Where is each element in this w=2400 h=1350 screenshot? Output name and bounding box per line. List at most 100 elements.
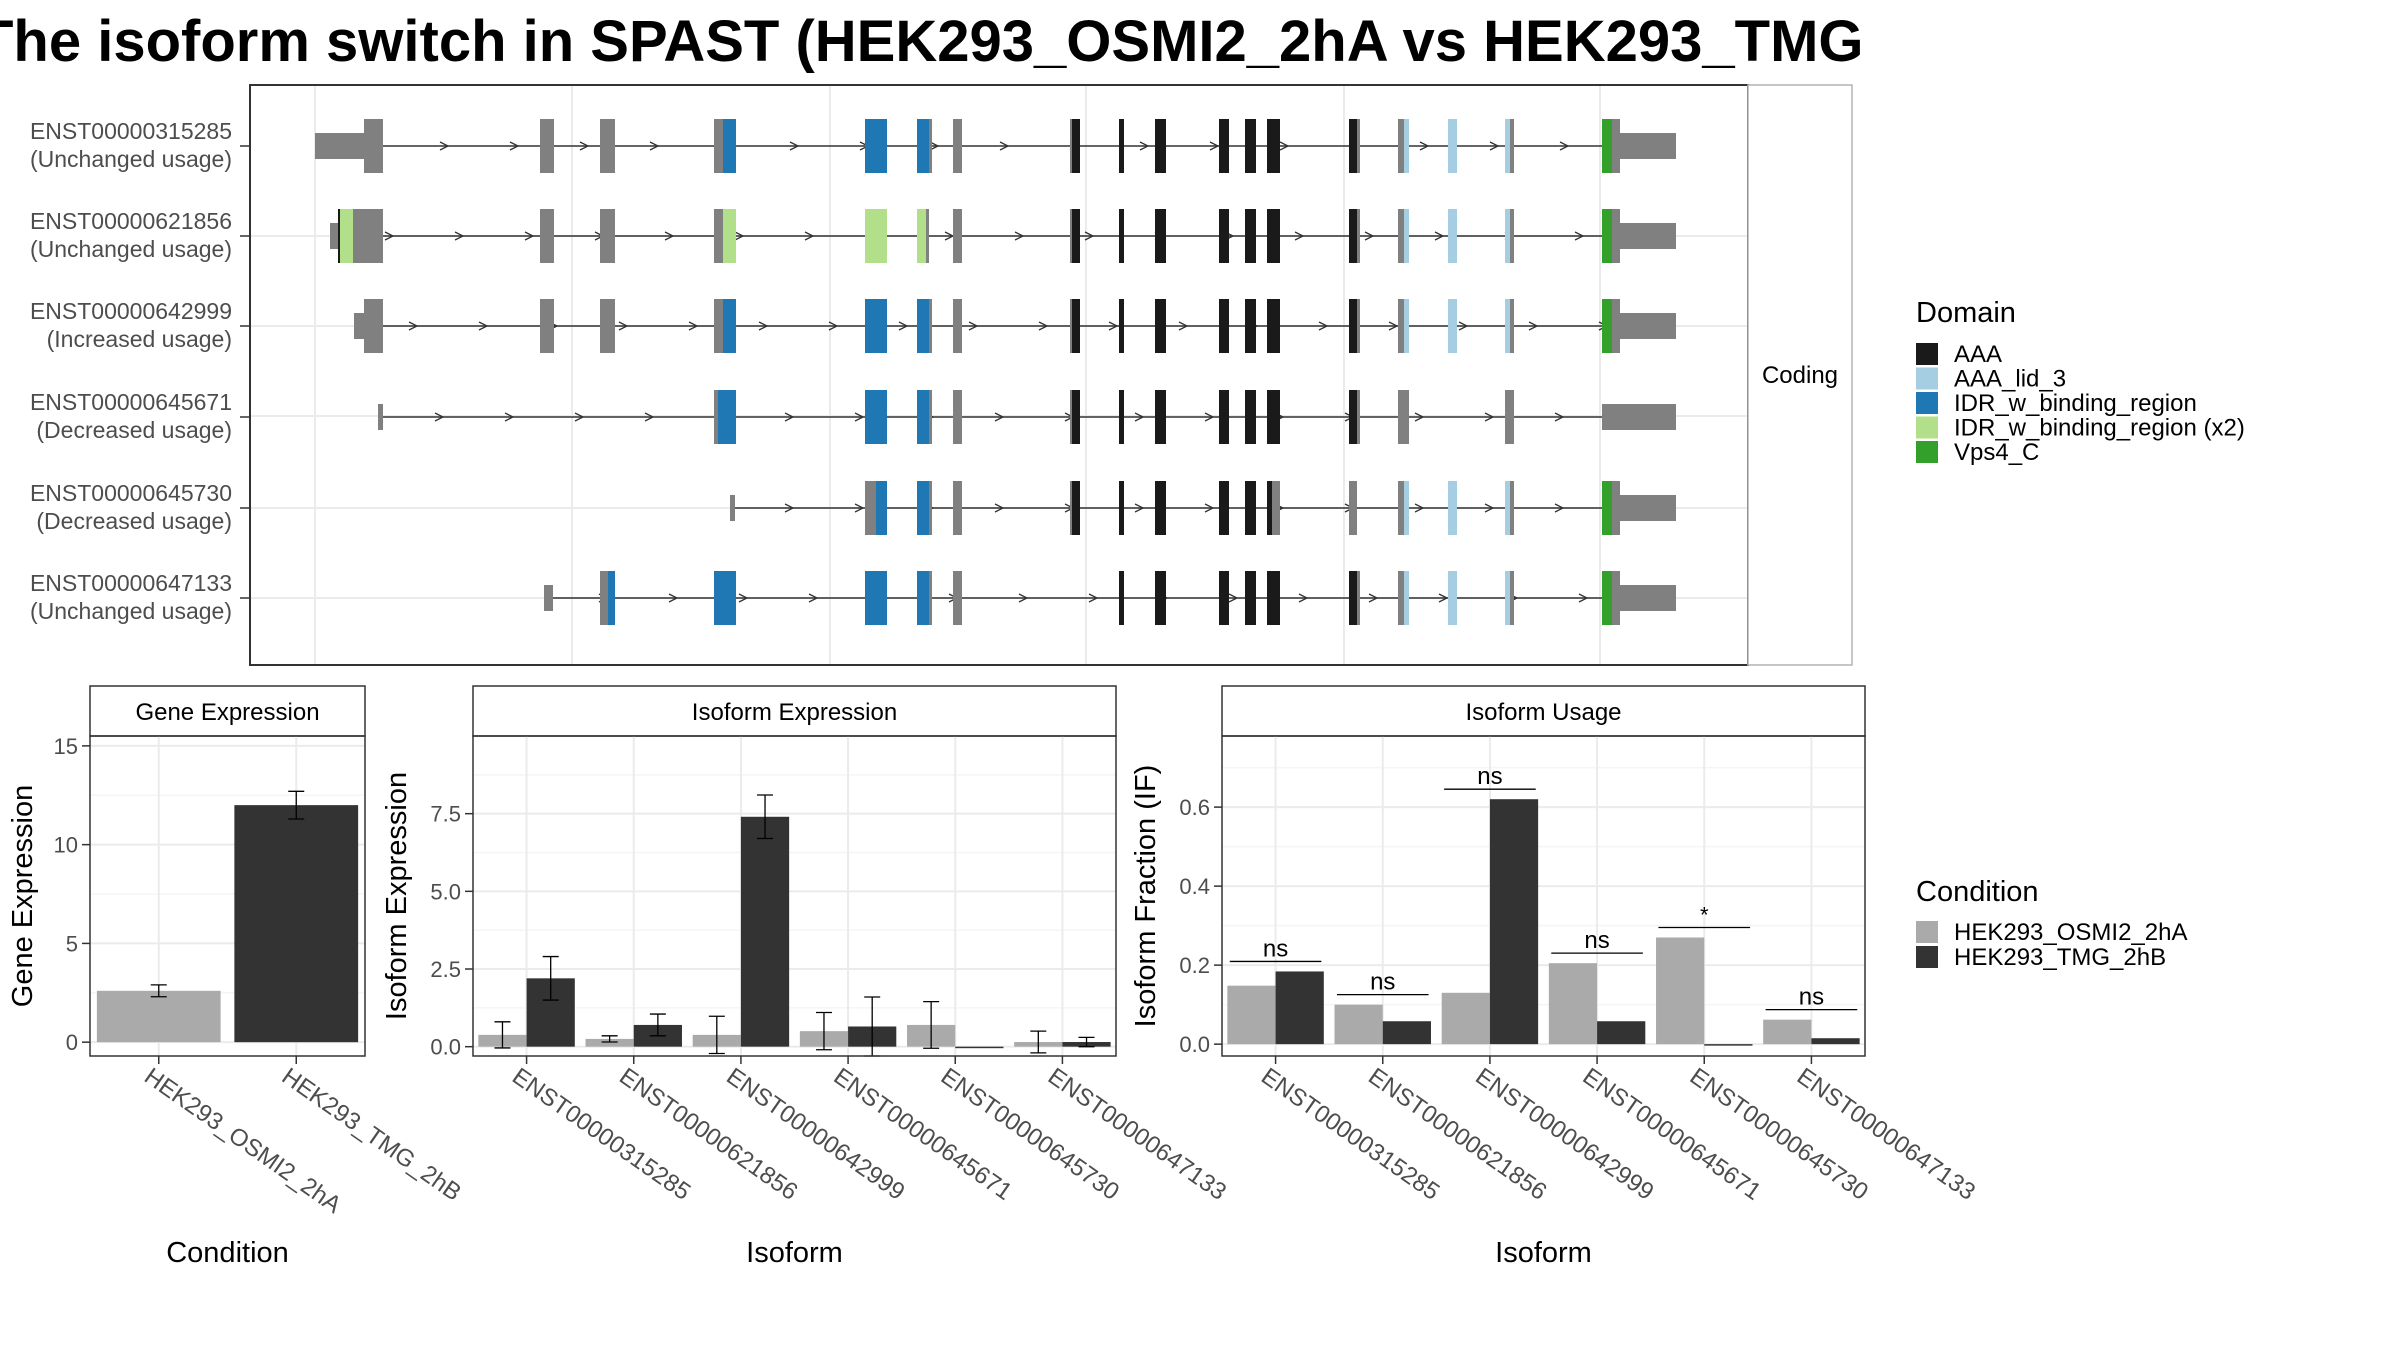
- coding-exon: [1448, 299, 1457, 353]
- domain-legend-title: Domain: [1916, 297, 2016, 329]
- direction-arrow: [1228, 593, 1239, 603]
- transcript-panel: ENST00000315285(Unchanged usage)ENST0000…: [30, 84, 1749, 666]
- coding-exon: [953, 209, 962, 263]
- chart-title: Gene Expression: [135, 699, 319, 726]
- coding-exon: [1349, 299, 1357, 353]
- coding-exon: [1119, 390, 1124, 444]
- isoform-row-label: ENST00000647133: [30, 570, 232, 596]
- domain-legend-label: AAA_lid_3: [1954, 366, 2066, 393]
- coding-exon: [1602, 481, 1612, 535]
- y-tick-label: 2.5: [430, 957, 461, 982]
- coding-exon: [929, 571, 932, 625]
- condition-legend-key: [1916, 921, 1938, 943]
- coding-exon: [917, 209, 926, 263]
- isoform-row-label: ENST00000621856: [30, 208, 232, 234]
- coding-exon: [1448, 209, 1457, 263]
- coding-exon: [1219, 119, 1229, 173]
- significance-label: *: [1700, 902, 1709, 927]
- isoform-usage-label: (Unchanged usage): [30, 146, 232, 172]
- y-tick-label: 0.0: [430, 1035, 461, 1060]
- direction-arrow: [1489, 141, 1500, 151]
- coding-exon: [865, 299, 887, 353]
- domain-legend-label: AAA: [1954, 341, 2002, 368]
- coding-exon: [953, 299, 962, 353]
- utr-exon: [1620, 313, 1676, 339]
- coding-exon: [1119, 571, 1124, 625]
- x-axis-title: Isoform: [1495, 1237, 1592, 1269]
- plot-background: [473, 736, 1116, 1056]
- coding-exon: [865, 481, 876, 535]
- direction-arrow: [1484, 503, 1495, 513]
- utr-exon: [1620, 495, 1676, 521]
- domain-legend-key: [1916, 367, 1938, 390]
- direction-arrow: [504, 412, 515, 422]
- coding-exon: [1349, 571, 1357, 625]
- coding-exon: [1612, 209, 1620, 263]
- direction-arrow: [1458, 321, 1469, 331]
- coding-exon: [1602, 571, 1612, 625]
- isoform-usage-label: (Decreased usage): [36, 508, 232, 534]
- facet-strip: [89, 685, 366, 737]
- coding-exon: [1612, 119, 1620, 173]
- coding-exon: [1070, 209, 1072, 263]
- coding-exon: [1070, 299, 1072, 353]
- coding-exon: [1245, 390, 1256, 444]
- direction-arrow: [1298, 593, 1309, 603]
- coding-exon: [714, 571, 736, 625]
- coding-exon: [1267, 571, 1280, 625]
- coding-exon: [917, 299, 929, 353]
- coding-exon: [540, 299, 554, 353]
- coding-exon: [723, 299, 736, 353]
- coding-exon: [1357, 119, 1360, 173]
- x-axis-title: Condition: [166, 1237, 289, 1269]
- direction-arrow: [688, 321, 699, 331]
- coding-exon: [1119, 481, 1124, 535]
- direction-arrow: [1554, 503, 1565, 513]
- coding-exon: [1357, 571, 1360, 625]
- domain-legend-key: [1916, 441, 1938, 463]
- coding-exon: [1070, 481, 1072, 535]
- coding-exon: [364, 299, 383, 353]
- x-tick-label: ENST00000647133: [1792, 1063, 1980, 1206]
- isoform-usage-label: (Increased usage): [47, 326, 232, 352]
- direction-arrow: [1574, 231, 1585, 241]
- utr-exon: [364, 119, 383, 173]
- direction-arrow: [994, 412, 1005, 422]
- coding-exon: [1349, 209, 1357, 263]
- y-tick-label: 10: [54, 833, 78, 858]
- domain-legend-label: Vps4_C: [1954, 439, 2039, 466]
- bar: [1382, 1021, 1431, 1045]
- direction-arrow: [1108, 321, 1119, 331]
- direction-arrow: [1484, 412, 1495, 422]
- coding-exon: [353, 209, 383, 263]
- direction-arrow: [408, 321, 419, 331]
- coding-exon: [1072, 119, 1080, 173]
- direction-arrow: [854, 412, 865, 422]
- direction-arrow: [758, 321, 769, 331]
- coding-exon: [1349, 390, 1357, 444]
- domain-legend: Domain AAAAAA_lid_3IDR_w_binding_regionID…: [1916, 297, 2245, 466]
- utr-exon: [1620, 133, 1676, 159]
- x-tick-label: ENST00000642999: [721, 1063, 909, 1206]
- domain-legend-label: IDR_w_binding_region: [1954, 390, 2197, 417]
- coding-exon: [1349, 481, 1357, 535]
- page-title-text: The isoform switch in SPAST (HEK293_OSMI…: [0, 9, 1860, 74]
- direction-arrow: [1388, 321, 1399, 331]
- bar: [1489, 799, 1539, 1045]
- coding-exon: [1072, 299, 1080, 353]
- direction-arrow: [1204, 503, 1215, 513]
- domain-legend-key: [1916, 392, 1938, 414]
- coding-exon: [1404, 299, 1409, 353]
- direction-arrow: [1204, 412, 1215, 422]
- x-tick-label: ENST00000645730: [1685, 1063, 1873, 1206]
- coding-exon: [865, 119, 887, 173]
- coding-exon: [1219, 390, 1229, 444]
- panel-background: [250, 85, 1748, 665]
- coding-exon: [929, 119, 932, 173]
- direction-arrow: [574, 412, 585, 422]
- direction-arrow: [1294, 231, 1305, 241]
- direction-arrow: [439, 141, 450, 151]
- direction-arrow: [384, 231, 395, 241]
- coding-exon: [1398, 119, 1404, 173]
